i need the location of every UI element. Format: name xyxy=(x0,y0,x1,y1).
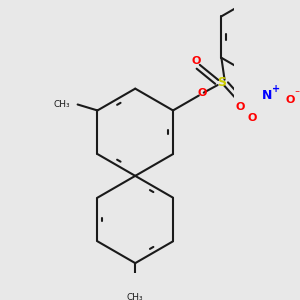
Text: O: O xyxy=(285,95,295,105)
Text: +: + xyxy=(272,84,280,94)
Text: S: S xyxy=(217,76,226,89)
Text: O: O xyxy=(191,56,201,66)
Text: O: O xyxy=(236,103,245,112)
Text: N: N xyxy=(262,89,272,102)
Text: CH₃: CH₃ xyxy=(53,100,70,109)
Text: ⁻: ⁻ xyxy=(294,89,299,99)
Text: O: O xyxy=(198,88,207,98)
Text: CH₃: CH₃ xyxy=(127,293,144,300)
Text: O: O xyxy=(248,113,257,123)
